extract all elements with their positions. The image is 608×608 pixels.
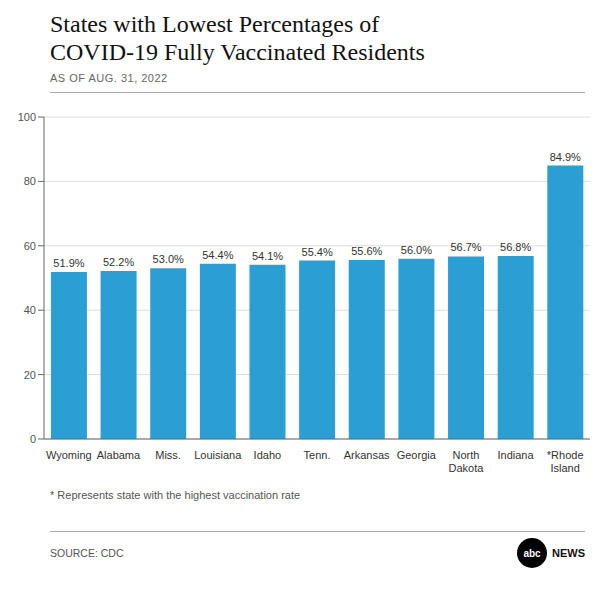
svg-text:53.0%: 53.0% (153, 253, 184, 265)
svg-text:Tenn.: Tenn. (304, 449, 331, 461)
svg-text:Wyoming: Wyoming (46, 449, 92, 461)
html-text:NEWS: NEWS (552, 547, 585, 559)
svg-text:Louisiana: Louisiana (194, 449, 242, 461)
svg-text:40: 40 (24, 304, 36, 316)
svg-text:80: 80 (24, 175, 36, 187)
svg-text:*RhodeIsland: *RhodeIsland (547, 449, 584, 474)
svg-text:100: 100 (18, 111, 36, 123)
svg-text:Miss.: Miss. (155, 449, 181, 461)
svg-text:Indiana: Indiana (497, 449, 534, 461)
svg-text:56.7%: 56.7% (450, 241, 481, 253)
svg-text:56.0%: 56.0% (401, 244, 432, 256)
html-text:* Represents state with the hi: * Represents state with the highest vacc… (50, 489, 301, 501)
html-text:SOURCE: CDC: SOURCE: CDC (50, 547, 124, 559)
html-text:AS OF AUG. 31, 2022: AS OF AUG. 31, 2022 (50, 72, 168, 84)
svg-text:51.9%: 51.9% (53, 257, 84, 269)
svg-text:84.9%: 84.9% (550, 151, 581, 163)
svg-text:Alabama: Alabama (97, 449, 141, 461)
svg-text:Georgia: Georgia (397, 449, 437, 461)
svg-text:60: 60 (24, 240, 36, 252)
html-text:COVID-19 Fully Vaccinated Resi: COVID-19 Fully Vaccinated Residents (50, 39, 425, 65)
svg-text:55.4%: 55.4% (302, 246, 333, 258)
svg-text:Arkansas: Arkansas (344, 449, 390, 461)
svg-text:54.4%: 54.4% (202, 249, 233, 261)
svg-text:55.6%: 55.6% (351, 245, 382, 257)
svg-text:Idaho: Idaho (254, 449, 282, 461)
svg-text:NorthDakota: NorthDakota (448, 449, 484, 474)
html-text:States with Lowest Percentages: States with Lowest Percentages of (50, 11, 380, 37)
svg-text:0: 0 (30, 433, 36, 445)
html-text:abc: abc (523, 547, 541, 559)
svg-text:56.8%: 56.8% (500, 241, 531, 253)
svg-text:54.1%: 54.1% (252, 250, 283, 262)
svg-text:52.2%: 52.2% (103, 256, 134, 268)
svg-text:20: 20 (24, 369, 36, 381)
